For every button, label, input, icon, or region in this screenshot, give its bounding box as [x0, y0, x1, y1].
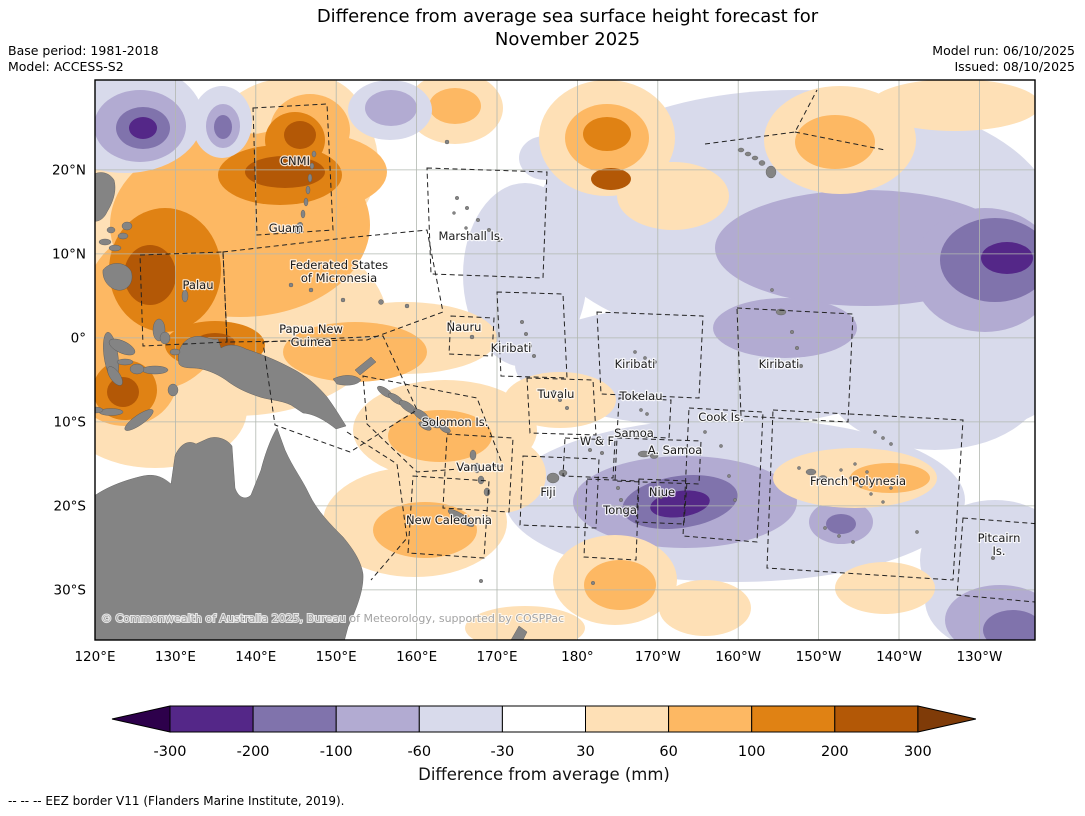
place-label-cnmi: CNMI [280, 154, 310, 168]
place-label-tokelau: Tokelau [619, 389, 663, 403]
y-tick-label: 10°S [54, 415, 87, 431]
place-label-tonga: Tonga [602, 503, 637, 517]
place-label-kiribati-west: Kiribati [491, 341, 532, 355]
place-label-kiribati-east: Kiribati [759, 357, 800, 371]
colorbar-tick-label: 100 [738, 744, 766, 760]
y-tick-label: 20°N [52, 163, 86, 179]
place-label-nauru: Nauru [447, 320, 482, 334]
y-tick-label: 30°S [54, 583, 87, 599]
copyright-note: © Commonwealth of Australia 2025, Bureau… [101, 612, 564, 625]
x-tick-label: 160°E [396, 649, 437, 665]
place-label-marshall-islands: Marshall Is. [438, 229, 503, 243]
x-tick-label: 150°E [316, 649, 357, 665]
colorbar-tick-label: 30 [576, 744, 594, 760]
colorbar-scale: -300 -200 -100 -60 -30 30 60 100 200 300 [112, 706, 976, 760]
colorbar-tick-label: 60 [659, 744, 677, 760]
place-label-samoa: Samoa [614, 426, 654, 440]
place-label-tuvalu: Tuvalu [537, 387, 575, 401]
colorbar-segment [669, 706, 752, 732]
colorbar-segment [586, 706, 669, 732]
place-label-cook-islands: Cook Is. [698, 410, 743, 424]
colorbar-segment [336, 706, 419, 732]
colorbar-segment [502, 706, 585, 732]
place-label-niue: Niue [649, 485, 675, 499]
y-tick-label: 10°N [52, 247, 86, 263]
colorbar-segment [170, 706, 253, 732]
colorbar-segment [419, 706, 502, 732]
place-label-new-caledonia: New Caledonia [406, 513, 492, 527]
place-label-vanuatu: Vanuatu [456, 460, 503, 474]
place-label-fiji: Fiji [540, 485, 555, 499]
colorbar-segment [253, 706, 336, 732]
x-tick-label: 130°E [155, 649, 196, 665]
map-plot-area: © Commonwealth of Australia 2025, Bureau… [38, 63, 1085, 655]
x-tick-label: 180° [561, 649, 594, 665]
colorbar-tick-label: -100 [320, 744, 353, 760]
place-label-kiribati-central: Kiribati [615, 357, 656, 371]
colorbar-tick-label: -60 [407, 744, 431, 760]
colorbar-segment [835, 706, 918, 732]
colorbar-tick-label: -300 [154, 744, 187, 760]
x-tick-label: 160°W [715, 649, 761, 665]
x-tick-label: 170°E [476, 649, 517, 665]
x-tick-label: 170°W [635, 649, 681, 665]
colorbar-segment [752, 706, 835, 732]
colorbar-arrow-left [112, 706, 170, 732]
anomaly-purple-darkest-west [129, 117, 157, 139]
colorbar-tick-label: 200 [821, 744, 849, 760]
pacific-anomaly-map: © Commonwealth of Australia 2025, Bureau… [0, 0, 1085, 700]
colorbar-tick-label: -30 [491, 744, 515, 760]
sea-surface-height-forecast-page: Difference from average sea surface heig… [0, 0, 1085, 816]
x-tick-label: 120°E [74, 649, 115, 665]
eez-border-note: -- -- -- EEZ border V11 (Flanders Marine… [8, 794, 345, 808]
x-tick-label: 140°E [235, 649, 276, 665]
y-tick-label: 20°S [54, 499, 87, 515]
x-tick-label: 150°W [796, 649, 842, 665]
x-tick-label: 140°W [876, 649, 922, 665]
place-label-french-polynesia: French Polynesia [810, 474, 906, 488]
place-label-guam: Guam [269, 221, 303, 235]
place-label-american-samoa: A. Samoa [648, 443, 703, 457]
x-tick-label: 130°W [956, 649, 1002, 665]
colorbar-arrow-right [918, 706, 976, 732]
place-label-palau: Palau [183, 278, 214, 292]
place-label-solomon-islands: Solomon Is. [422, 415, 489, 429]
place-label-wallis-and-futuna: W & F [580, 434, 614, 448]
place-label-federated-states-of-micronesia: Federated Statesof Micronesia [290, 258, 388, 285]
colorbar-label: Difference from average (mm) [418, 765, 670, 784]
y-tick-label: 0° [71, 331, 86, 347]
colorbar-tick-label: -200 [237, 744, 270, 760]
colorbar-tick-label: 300 [904, 744, 932, 760]
